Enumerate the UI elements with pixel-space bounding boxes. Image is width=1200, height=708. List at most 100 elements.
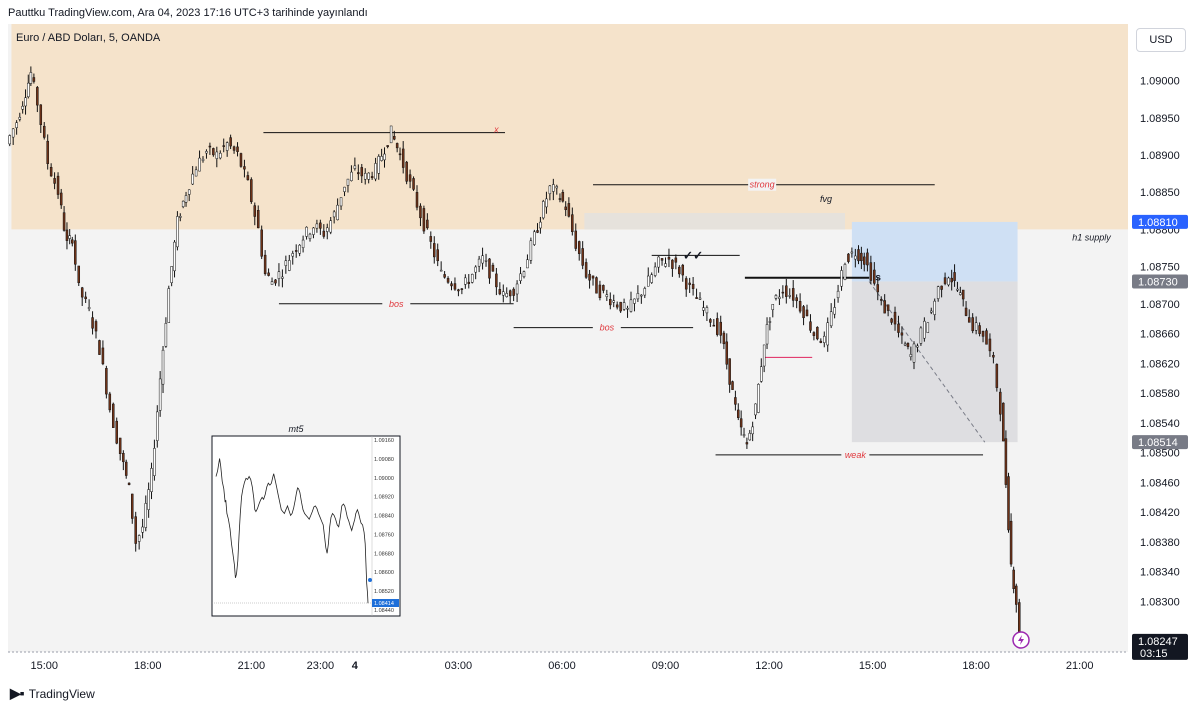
price-tag [1132, 435, 1188, 450]
candle-body [150, 468, 153, 492]
x-tick-label: 06:00 [548, 660, 576, 672]
candle-body [886, 304, 890, 311]
candle-body [785, 285, 788, 297]
candle-body [581, 248, 584, 266]
price-tag [1132, 633, 1188, 660]
candle-body [953, 272, 956, 281]
currency-button[interactable]: USD [1136, 28, 1186, 52]
candle-body [826, 322, 829, 346]
y-tick-label: 1.08500 [1140, 448, 1180, 460]
candle-body [29, 72, 33, 84]
candle-body [667, 256, 671, 260]
candle-body [284, 260, 288, 266]
candle-body [684, 278, 688, 290]
footer-brand[interactable]: ▶▪ TradingView [10, 685, 95, 702]
candle-body [343, 186, 346, 192]
candle-body [470, 273, 474, 283]
candle-body [491, 264, 495, 272]
candle-body [39, 104, 43, 125]
candle-body [688, 282, 691, 285]
candle-body [80, 287, 84, 298]
mt5-inset-frame [211, 435, 401, 617]
candle-body [232, 146, 236, 151]
candle-body [967, 317, 971, 323]
candle-body [422, 208, 426, 232]
candle-body [256, 210, 260, 229]
candle-body [897, 323, 900, 333]
candle-body [236, 146, 239, 152]
candle-body [412, 178, 415, 190]
candle-body [27, 82, 30, 98]
candle-body [719, 321, 722, 336]
candle-body [671, 259, 674, 269]
candle-body [819, 340, 823, 343]
candle-body [539, 221, 542, 229]
candle-body [863, 256, 866, 265]
candle-body [122, 452, 125, 463]
candle-body [460, 288, 464, 290]
h1-supply-zone-label: h1 supply [1072, 233, 1111, 243]
h1-supply-zone [11, 24, 1129, 230]
candle-body [956, 288, 959, 291]
candle-body [15, 122, 18, 128]
candle-body [903, 343, 907, 346]
trade-path-line [868, 281, 986, 443]
candle-body [370, 176, 374, 179]
candle-body [205, 151, 208, 154]
candle-body [629, 299, 633, 312]
candle-body [59, 192, 63, 206]
candle-body [850, 251, 854, 254]
candle-body [765, 324, 769, 345]
candle-body [36, 87, 39, 106]
candle-body [315, 223, 319, 229]
y-tick-label: 1.08620 [1140, 358, 1180, 370]
candle-body [105, 368, 108, 395]
y-tick-label: 1.08460 [1140, 477, 1180, 489]
candle-body [147, 489, 150, 510]
candle-body [552, 184, 555, 192]
candle-body [926, 322, 930, 333]
candle-body [346, 178, 350, 186]
candle-body [74, 240, 77, 265]
candle-body [219, 152, 222, 159]
bos-1-label-bg [382, 297, 411, 310]
candle-body [771, 304, 775, 310]
x-label: x [493, 125, 499, 135]
candle-body [144, 503, 148, 528]
x-tick-label: 4 [352, 660, 359, 672]
mt5-dot [368, 578, 372, 582]
price-axis [1128, 24, 1200, 672]
candle-body [657, 256, 660, 268]
candle-body [380, 156, 383, 161]
candle-body [439, 269, 443, 272]
candle-body [401, 148, 405, 168]
candle-body [754, 403, 757, 416]
candle-body [98, 340, 101, 355]
lightning-bolt-glyph [1018, 635, 1025, 645]
candle-body [633, 298, 636, 304]
candle-body [426, 219, 429, 229]
weak-label-bg [841, 448, 870, 461]
candle-body [481, 255, 484, 264]
candle-body [737, 409, 740, 418]
candle-body [916, 345, 919, 348]
candle-body [933, 300, 936, 315]
candle-body [267, 272, 270, 276]
y-tick-label: 1.08700 [1140, 299, 1180, 311]
price-tag [1132, 274, 1188, 289]
candle-body [488, 258, 491, 279]
candle-body [843, 264, 847, 280]
candle-body [709, 319, 712, 323]
strong-label: strong [750, 180, 775, 190]
price-tag [1132, 214, 1188, 229]
mt5-y-tick-label: 1.08520 [374, 589, 394, 595]
candle-body [545, 198, 548, 208]
weak-label: weak [845, 450, 867, 460]
price-tag-label: 1.08810 [1138, 217, 1178, 229]
candle-body [474, 266, 477, 273]
candle-body [548, 185, 552, 195]
bos-1-label: bos [389, 299, 404, 309]
candle-body [141, 526, 144, 533]
candle-body [745, 442, 749, 445]
